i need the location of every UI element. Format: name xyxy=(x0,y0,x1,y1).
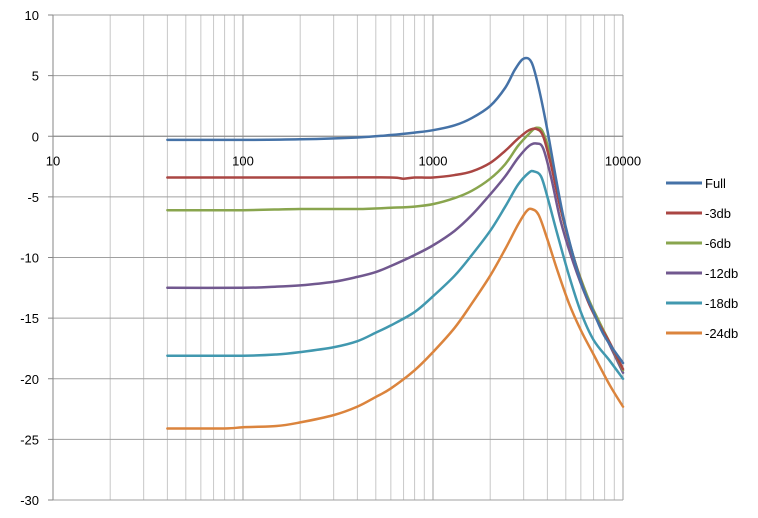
y-tick-label: -20 xyxy=(20,372,39,387)
x-tick-label: 10 xyxy=(46,153,60,168)
series-lines xyxy=(166,56,625,430)
legend-label-full: Full xyxy=(705,176,726,191)
y-tick-labels: 10 5 0 -5 -10 -15 -20 -25 -30 xyxy=(20,8,39,508)
series-line-full xyxy=(166,56,625,365)
y-tick-label: -30 xyxy=(20,493,39,508)
legend-label-6db: -6db xyxy=(705,236,731,251)
y-tick-label: 5 xyxy=(32,69,39,84)
y-tick-label: -5 xyxy=(27,190,39,205)
series-line-24db xyxy=(166,207,625,430)
x-tick-label: 10000 xyxy=(605,153,641,168)
x-tick-label: 1000 xyxy=(419,153,448,168)
legend: Full -3db -6db -12db -18db -24db xyxy=(666,176,738,341)
series-line-12db xyxy=(166,142,625,374)
legend-label-18db: -18db xyxy=(705,296,738,311)
legend-label-24db: -24db xyxy=(705,326,738,341)
legend-label-3db: -3db xyxy=(705,206,731,221)
x-tick-label: 100 xyxy=(232,153,254,168)
y-tick-label: -25 xyxy=(20,432,39,447)
y-tick-label: -10 xyxy=(20,251,39,266)
x-tick-labels: 10 100 1000 10000 xyxy=(46,153,641,168)
y-tick-label: 10 xyxy=(25,8,39,23)
series-line-18db xyxy=(166,169,625,380)
y-tick-label: -15 xyxy=(20,311,39,326)
legend-label-12db: -12db xyxy=(705,266,738,281)
y-tick-label: 0 xyxy=(32,129,39,144)
